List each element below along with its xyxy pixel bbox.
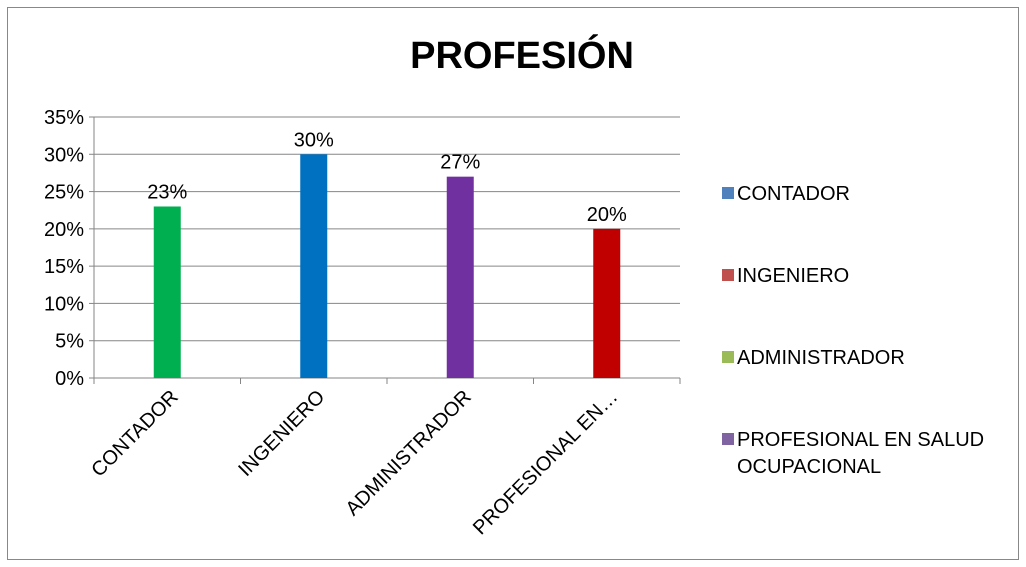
- y-tick-label: 25%: [44, 182, 84, 204]
- y-tick-label: 0%: [55, 368, 84, 390]
- legend-label: INGENIERO: [737, 265, 849, 287]
- legend-label-line: PROFESIONAL EN SALUD: [737, 429, 984, 451]
- chart-title: PROFESIÓN: [410, 33, 634, 77]
- legend-item: PROFESIONAL EN SALUD OCUPACIONAL: [722, 429, 984, 478]
- legend-label-line: ADMINISTRADOR: [737, 347, 905, 369]
- data-labels: 23% 30% 27% 20%: [147, 129, 627, 226]
- legend-item: CONTADOR: [722, 183, 850, 205]
- legend-swatch: [722, 433, 734, 445]
- bar: [593, 228, 621, 378]
- legend-item: INGENIERO: [722, 265, 849, 287]
- legend-swatch: [722, 187, 734, 199]
- data-label: 27%: [440, 152, 480, 174]
- legend: CONTADOR INGENIERO ADMINISTRADOR PROFESIONA…: [722, 183, 984, 478]
- legend-label: ADMINISTRADOR: [737, 347, 905, 369]
- y-tick-label: 30%: [44, 144, 84, 166]
- legend-label-line: CONTADOR: [737, 183, 850, 205]
- y-tick-label: 35%: [44, 107, 84, 129]
- y-tick-label: 5%: [55, 331, 84, 353]
- legend-swatch: [722, 351, 734, 363]
- y-axis-tick-labels: 0% 5% 10% 15% 20% 25% 30% 35%: [44, 107, 84, 390]
- bars: [153, 154, 621, 378]
- legend-label-line: OCUPACIONAL: [737, 456, 881, 478]
- legend-label-line: INGENIERO: [737, 265, 849, 287]
- bar: [153, 206, 181, 378]
- data-label: 20%: [587, 204, 627, 226]
- bar: [446, 176, 474, 378]
- gridlines: [94, 116, 680, 342]
- y-tick-label: 15%: [44, 256, 84, 278]
- legend-swatch: [722, 269, 734, 281]
- legend-label: CONTADOR: [737, 183, 850, 205]
- data-label: 30%: [294, 129, 334, 151]
- bar: [300, 154, 328, 378]
- legend-item: ADMINISTRADOR: [722, 347, 905, 369]
- y-tick-label: 10%: [44, 293, 84, 315]
- axes: [89, 116, 681, 384]
- data-label: 23%: [147, 181, 187, 203]
- y-tick-label: 20%: [44, 219, 84, 241]
- legend-label: PROFESIONAL EN SALUD OCUPACIONAL: [737, 429, 984, 478]
